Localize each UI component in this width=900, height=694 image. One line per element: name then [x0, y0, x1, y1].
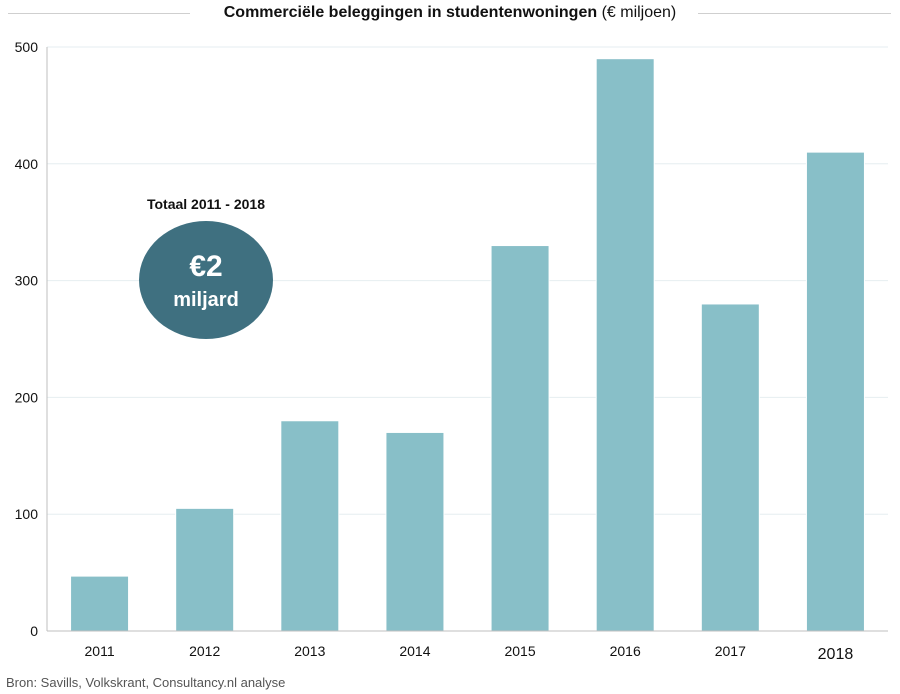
chart-title-unit: (€ miljoen) [601, 4, 677, 21]
bar-2018 [805, 151, 865, 632]
y-tick-label: 100 [15, 506, 39, 522]
y-tick-label: 500 [15, 39, 39, 55]
chart-title: Commerciële beleggingen in studentenwoni… [0, 4, 900, 22]
x-tick-label: 2018 [818, 646, 854, 663]
y-tick-label: 400 [15, 156, 39, 172]
bars [70, 58, 865, 632]
y-axis: 0 100 200 300 400 500 [15, 39, 48, 639]
annotation-value: €2 [189, 250, 222, 283]
x-axis: 2011 2012 2013 2014 2015 2016 2017 2018 [47, 630, 888, 663]
x-tick-label: 2012 [189, 643, 220, 659]
x-tick-label: 2017 [715, 643, 746, 659]
source-note: Bron: Savills, Volkskrant, Consultancy.n… [6, 675, 286, 690]
bar-2017 [700, 303, 760, 632]
bar-2014 [385, 431, 445, 632]
bar-2016 [595, 58, 655, 632]
bar-2013 [280, 420, 340, 632]
x-tick-label: 2013 [294, 643, 325, 659]
x-tick-label: 2015 [504, 643, 535, 659]
title-rule-right [698, 13, 891, 14]
bar-2012 [175, 507, 235, 632]
y-tick-label: 200 [15, 389, 39, 405]
annotation-unit: miljard [173, 289, 239, 311]
chart-title-bar: Commerciële beleggingen in studentenwoni… [0, 0, 900, 28]
x-tick-label: 2011 [85, 643, 115, 659]
x-tick-label: 2014 [399, 643, 430, 659]
annotation-heading: Totaal 2011 - 2018 [147, 196, 265, 212]
title-rule-left [8, 13, 190, 14]
y-tick-label: 0 [30, 623, 38, 639]
total-annotation: Totaal 2011 - 2018 €2 miljard [139, 196, 273, 339]
bar-2015 [490, 245, 550, 632]
chart-title-main: Commerciële beleggingen in studentenwoni… [223, 4, 598, 21]
annotation-ellipse [139, 221, 273, 339]
bar-2011 [70, 575, 130, 632]
y-tick-label: 300 [15, 273, 39, 289]
x-tick-label: 2016 [610, 643, 641, 659]
